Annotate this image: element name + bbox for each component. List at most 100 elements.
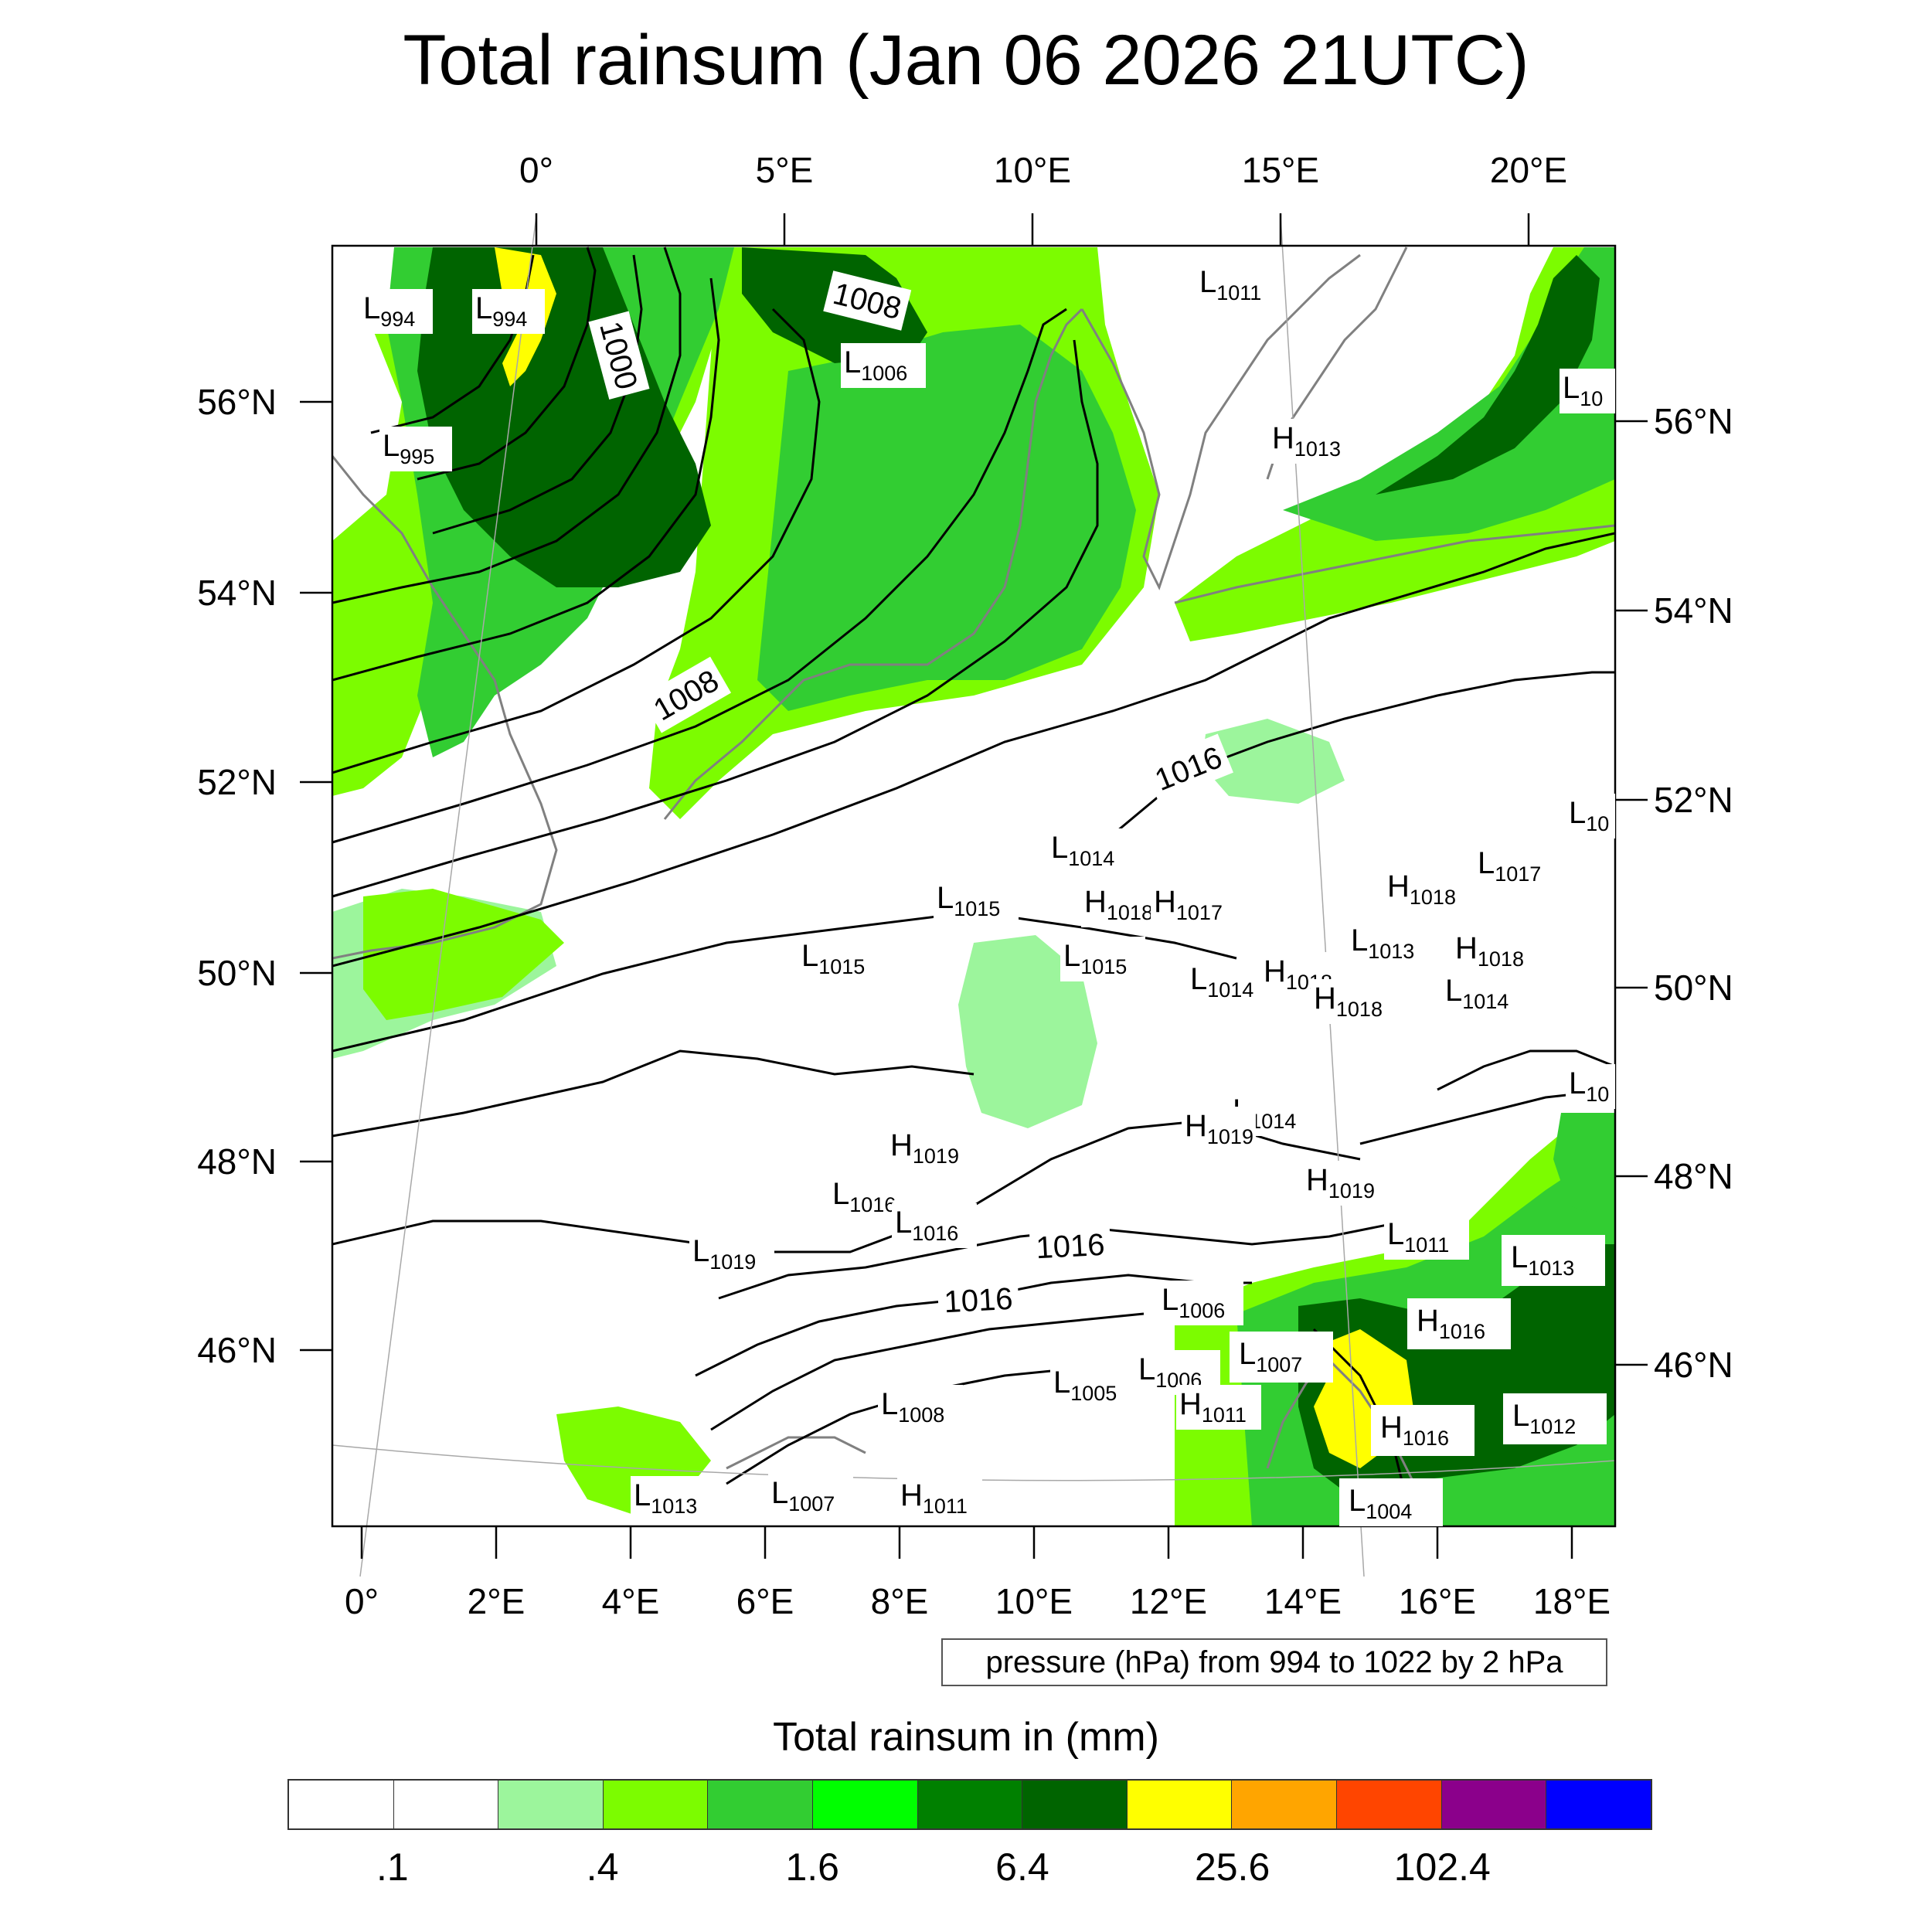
rain-area-medgreen: [1283, 247, 1615, 541]
isobar-line: [332, 1049, 975, 1138]
pressure-center-label: H1018: [1084, 885, 1153, 924]
rain-area-lime: [363, 889, 564, 1020]
pressure-center-labels: L994 L994 L995 L1006 L1011 H1013 L10 L1: [360, 263, 1615, 1526]
pressure-center-label: L1015: [937, 881, 1000, 920]
bottom-lon-label: 16°E: [1399, 1581, 1476, 1621]
colorbar-box: [1022, 1781, 1128, 1828]
colorbar-label: 102.4: [1393, 1845, 1491, 1889]
pressure-center-label: L1014: [1445, 974, 1509, 1013]
pressure-center-label: L1019: [692, 1234, 756, 1274]
map-frame: [331, 244, 1617, 1528]
isobar-value-labels: 1008 1000 1008 1016 1016 1016: [588, 270, 1233, 1323]
bottom-lon-label: 4°E: [602, 1581, 660, 1621]
bottom-lon-label: 14°E: [1264, 1581, 1342, 1621]
isobar-line: [332, 247, 682, 604]
colorbar-box: [498, 1781, 604, 1828]
top-lon-labels: 0° 5°E 10°E 15°E 20°E: [519, 150, 1567, 190]
top-lon-label: 15°E: [1242, 150, 1319, 190]
colorbar-box: [813, 1781, 918, 1828]
colorbar-box: [393, 1781, 499, 1828]
pressure-center-label: H1018: [1314, 981, 1383, 1021]
rain-area-darkgreen: [1376, 255, 1600, 495]
pressure-center-label: H1016: [1380, 1410, 1449, 1450]
bottom-lon-label: 8°E: [871, 1581, 929, 1621]
isobar-line: [332, 308, 821, 774]
pressure-center-label: L1013: [634, 1478, 697, 1518]
pressure-center-label: L994: [363, 291, 415, 331]
pressure-center-label: H1018: [1387, 869, 1456, 909]
page-title: Total rainsum (Jan 06 2026 21UTC): [403, 21, 1529, 100]
colorbar-label: .4: [586, 1845, 619, 1889]
pressure-center-label: L10: [1563, 371, 1603, 410]
pressure-center-label: H1011: [1179, 1387, 1247, 1427]
right-lat-label: 50°N: [1654, 968, 1733, 1008]
bottom-lon-label: 2°E: [468, 1581, 526, 1621]
pressure-center-label: L1015: [801, 939, 865, 978]
colorbar-labels: .1 .4 1.6 6.4 25.6 102.4: [287, 1844, 1652, 1898]
isobar-line: [432, 254, 643, 535]
bottom-lon-label: 0°: [345, 1581, 379, 1621]
right-lat-labels: 56°N 54°N 52°N 50°N 48°N 46°N: [1654, 401, 1733, 1385]
isobar-line: [332, 308, 1067, 844]
isobar-line: [1437, 1049, 1615, 1091]
isobar-value-label: 1016: [1035, 1228, 1105, 1266]
pressure-center-label: L1006: [1162, 1283, 1225, 1322]
pressure-center-label: L1016: [895, 1206, 958, 1245]
pressure-center-label: L10: [1569, 1066, 1609, 1106]
pressure-center-label: L995: [383, 429, 434, 468]
pressure-center-label: H1016: [1417, 1304, 1485, 1343]
coastline-mediterranean: [726, 1436, 866, 1470]
pressure-center-label: L1006: [844, 345, 907, 385]
pressure-center-label: L1007: [771, 1476, 835, 1515]
meridian-0: [359, 216, 537, 1577]
rain-area-medgreen: [757, 325, 1136, 711]
pressure-center-label: L1011: [1387, 1217, 1449, 1257]
colorbar-box: [603, 1781, 709, 1828]
colorbar-box: [708, 1781, 814, 1828]
colorbar-box: [289, 1781, 394, 1828]
pressure-center-label: L1012: [1512, 1399, 1576, 1438]
pressure-center-label: H1019: [890, 1128, 959, 1168]
pressure-center-label: L10: [1569, 796, 1609, 835]
pressure-center-label: L1004: [1349, 1484, 1412, 1523]
isobar-line: [710, 1312, 1145, 1431]
left-lat-label: 50°N: [197, 953, 277, 993]
pressure-center-label: H1013: [1272, 421, 1341, 461]
colorbar-box: [1441, 1781, 1547, 1828]
top-lon-label: 10°E: [994, 150, 1071, 190]
isobar-value-label: 1016: [943, 1282, 1013, 1320]
isobar-line: [332, 277, 720, 682]
pressure-center-label: H1018: [1455, 931, 1524, 971]
pressure-center-label: L1014: [1051, 831, 1114, 870]
left-lat-label: 52°N: [197, 762, 277, 802]
colorbar-label: 1.6: [785, 1845, 839, 1889]
left-lat-label: 56°N: [197, 382, 277, 422]
right-lat-label: 46°N: [1654, 1345, 1733, 1385]
top-lon-label: 20°E: [1490, 150, 1567, 190]
colorbar-box: [1546, 1781, 1651, 1828]
isobar-line: [417, 247, 597, 481]
isobar-line: [332, 339, 1099, 898]
rain-area-lime: [1175, 247, 1615, 641]
pressure-center-label: L1005: [1053, 1366, 1117, 1405]
pressure-center-label: L1016: [832, 1177, 896, 1216]
pressure-center-label: L1008: [881, 1387, 944, 1427]
right-lat-label: 56°N: [1654, 401, 1733, 441]
bottom-lon-label: 6°E: [736, 1581, 794, 1621]
coastline-north-sea: [663, 308, 1083, 820]
pressure-center-label: L1007: [1239, 1337, 1302, 1376]
colorbar-box: [1337, 1781, 1442, 1828]
top-lon-label: 0°: [519, 150, 553, 190]
bottom-lon-label: 12°E: [1130, 1581, 1207, 1621]
pressure-center-label: H1011: [900, 1478, 968, 1518]
bottom-lon-labels: 0° 2°E 4°E 6°E 8°E 10°E 12°E 14°E 16°E 1…: [345, 1581, 1611, 1621]
pressure-center-label: L1015: [1063, 939, 1127, 978]
pressure-center-label: L1014: [1190, 962, 1253, 1002]
rain-area-lightgreen: [1202, 719, 1345, 804]
colorbar-label: .1: [376, 1845, 409, 1889]
pressure-center-label: H1019: [1306, 1163, 1375, 1202]
right-lat-label: 54°N: [1654, 590, 1733, 631]
tick-marks: [300, 213, 1648, 1559]
left-lat-label: 48°N: [197, 1141, 277, 1182]
